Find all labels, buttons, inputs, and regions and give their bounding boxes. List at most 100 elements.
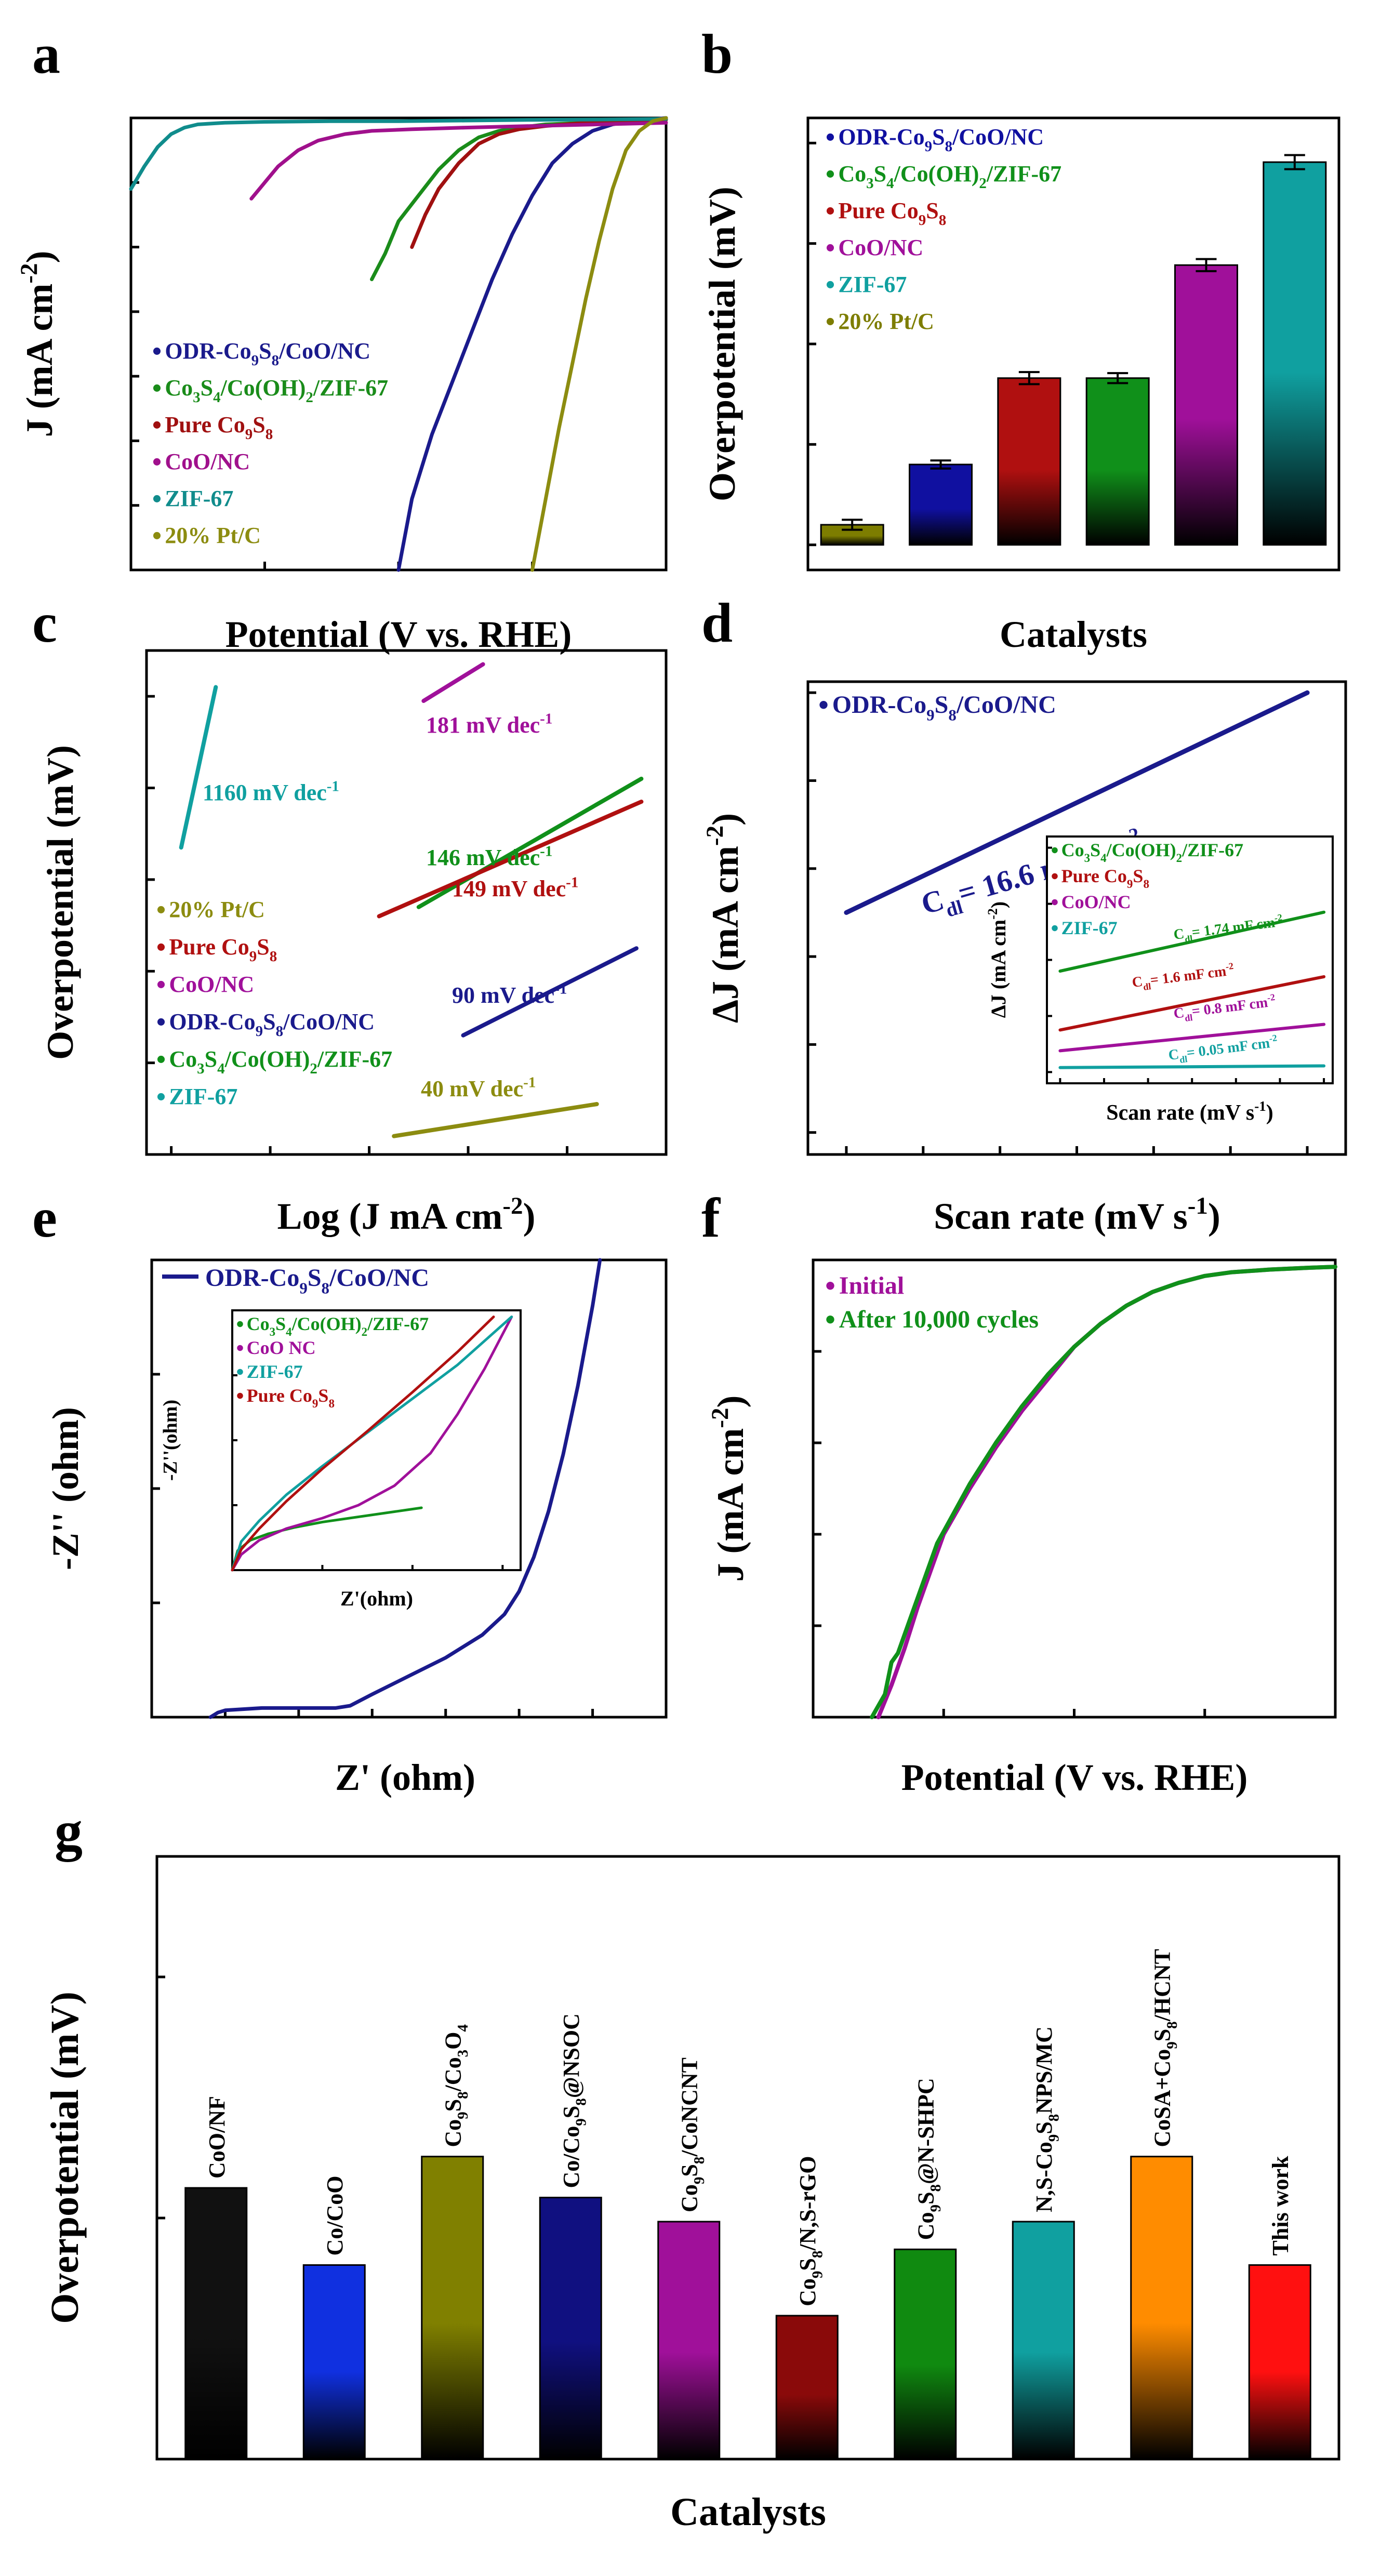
legend-marker (153, 495, 161, 502)
legend-label: Pure Co9S8 (1061, 866, 1149, 891)
legend-marker (237, 1321, 243, 1327)
series-line (1058, 1064, 1326, 1069)
x-axis-title: Potential (V vs. RHE) (225, 614, 572, 655)
legend-label: 20% Pt/C (165, 523, 261, 548)
series-line (392, 1102, 599, 1138)
legend-marker (826, 244, 834, 251)
chart-a-lsv: ODR-Co9S8/CoO/NC Co3S4/Co(OH)2/ZIF-67 Pure… (16, 116, 668, 655)
plot-frame (155, 1855, 1340, 2461)
legend-label: CoO/NC (165, 449, 250, 474)
x-axis-title: Z' (ohm) (335, 1757, 475, 1798)
x-axis-title: Catalysts (670, 2490, 826, 2534)
bar-category-label: Co9S8/CoNCNT (677, 2057, 708, 2212)
legend-label: ODR-Co9S8/CoO/NC (169, 1009, 375, 1040)
slope-annotation: 1160 mV dec-1 (203, 778, 339, 805)
slope-annotation: 181 mV dec-1 (426, 710, 552, 738)
bar (302, 2264, 366, 2460)
slope-annotation: 90 mV dec-1 (452, 980, 567, 1008)
chart-b-overpotential-bars: ODR-Co9S8/CoO/NC Co3S4/Co(OH)2/ZIF-67 Pure… (701, 116, 1340, 655)
legend-label: Pure Co9S8 (838, 198, 946, 229)
bar (775, 2315, 839, 2460)
y-axis-title: J (mA cm-2) (707, 1395, 751, 1582)
bar (1012, 2221, 1075, 2460)
legend-label: Co3S4/Co(OH)2/ZIF-67 (247, 1313, 429, 1338)
inset-y-axis-title: -Z''(ohm) (160, 1400, 181, 1481)
bar-category-label: N,S-Co9S8NPS/MC (1031, 2026, 1062, 2212)
series-line (179, 685, 218, 850)
legend-marker (1052, 899, 1058, 906)
legend-label: Pure Co9S8 (165, 412, 273, 443)
bar-category-label: Co9S8/Co3O4 (441, 2024, 471, 2147)
legend-marker (237, 1345, 243, 1351)
y-axis-title: Overpotential (mV) (701, 187, 743, 501)
panel-letter-a: a (32, 23, 60, 85)
series-line (410, 117, 668, 249)
legend-label: ZIF-67 (247, 1361, 303, 1382)
series-line (870, 1265, 1337, 1719)
legend-label: CoO/NC (1061, 892, 1131, 912)
legend-marker (153, 421, 161, 429)
legend-label: Pure Co9S8 (247, 1385, 335, 1410)
legend-label: After 10,000 cycles (839, 1306, 1039, 1333)
bar-category-label: Co/CoO (322, 2175, 348, 2255)
bar (657, 2221, 721, 2460)
legend-label: Pure Co9S8 (169, 934, 277, 965)
legend-label: CoO NC (247, 1337, 316, 1358)
series-line (377, 800, 644, 919)
legend-marker (153, 347, 161, 355)
legend-marker (826, 317, 834, 325)
y-axis-title: Overpotential (mV) (43, 1991, 87, 2324)
slope-annotation: 149 mV dec-1 (452, 874, 578, 901)
inset-background (1047, 836, 1333, 1083)
series-line (461, 946, 639, 1038)
bar (997, 377, 1061, 546)
legend-marker (826, 133, 834, 141)
panel-letter-g: g (55, 1800, 83, 1862)
legend-label: 20% Pt/C (838, 309, 934, 334)
legend-label: ZIF-67 (838, 272, 907, 297)
chart-e-nyquist: ODR-Co9S8/CoO/NC Z' (ohm) -Z'' (ohm) Co3S4/… (45, 1258, 668, 1798)
bar (184, 2187, 248, 2460)
series-line (396, 116, 668, 572)
series-line (421, 662, 485, 703)
legend-marker (826, 207, 834, 215)
legend-label: ZIF-67 (169, 1084, 237, 1109)
legend-marker (237, 1392, 243, 1399)
panel-letter-e: e (32, 1187, 57, 1249)
series-line (370, 117, 668, 282)
series-line (231, 1316, 513, 1572)
legend-marker (819, 700, 828, 709)
series-line (844, 690, 1310, 915)
legend-label: Initial (839, 1272, 904, 1299)
legend-label: ZIF-67 (1061, 918, 1118, 938)
bar-category-label: CoSA+Co9S8/HCNT (1150, 1949, 1180, 2147)
legend-marker (826, 281, 834, 288)
panel-letter-c: c (32, 592, 57, 654)
x-axis-title: Catalysts (1000, 614, 1147, 655)
bar (1263, 161, 1327, 546)
bar (1085, 377, 1150, 546)
legend-marker (1052, 873, 1058, 880)
series-line (1058, 910, 1326, 973)
legend-marker (157, 1055, 165, 1063)
legend-marker (826, 170, 834, 178)
legend-marker (153, 458, 161, 466)
legend-label: CoO/NC (169, 972, 254, 997)
series-line (129, 117, 668, 191)
series-line (231, 1316, 513, 1572)
legend-marker (157, 980, 165, 988)
bar (539, 2197, 602, 2460)
series-line (530, 116, 668, 572)
legend-label: CoO/NC (838, 235, 923, 260)
legend-label: 20% Pt/C (169, 897, 265, 922)
legend-marker (157, 1018, 165, 1026)
legend-marker (153, 532, 161, 539)
slope-annotation: 40 mV dec-1 (421, 1074, 536, 1101)
inset-y-axis-title: ΔJ (mA cm-2) (985, 901, 1010, 1018)
inset-x-axis-title: Z'(ohm) (340, 1587, 413, 1610)
bar (1248, 2264, 1311, 2460)
bar (894, 2248, 957, 2460)
chart-g-comparison-bars: CoO/NF Co/CoO Co9S8/Co3O4 Co/Co9S8@NSOC Co9S… (43, 1855, 1340, 2534)
series-line (249, 121, 668, 201)
